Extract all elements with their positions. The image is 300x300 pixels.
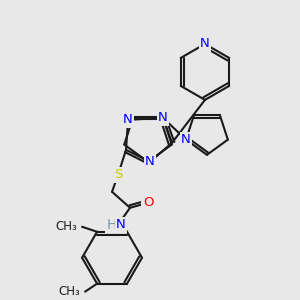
Text: O: O xyxy=(143,196,153,209)
Text: S: S xyxy=(114,168,122,181)
Text: H: H xyxy=(107,218,117,232)
Text: N: N xyxy=(158,111,168,124)
Text: CH₃: CH₃ xyxy=(55,220,77,233)
Text: N: N xyxy=(200,38,210,50)
Text: N: N xyxy=(116,218,126,231)
Text: N: N xyxy=(181,133,191,146)
Text: CH₃: CH₃ xyxy=(58,285,80,298)
Text: N: N xyxy=(145,155,155,168)
Text: N: N xyxy=(123,113,133,126)
